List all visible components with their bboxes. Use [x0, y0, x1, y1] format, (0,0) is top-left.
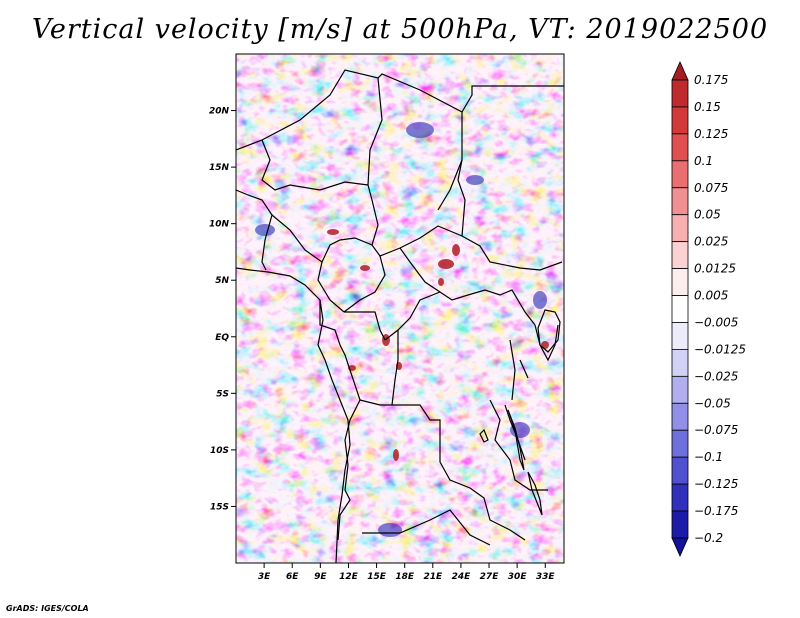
- colorbar-swatch: [671, 402, 689, 431]
- colorbar-label: −0.125: [694, 477, 738, 491]
- lon-tick-label: 15E: [367, 572, 387, 582]
- country-borders: [236, 69, 564, 546]
- colorbar-label: 0.1: [694, 154, 713, 168]
- colorbar-label: 0.005: [694, 289, 728, 303]
- lon-tick-label: 27E: [480, 572, 500, 582]
- colorbar-label: 0.05: [694, 208, 721, 222]
- colorbar: 0.175 0.15 0.125 0.1 0.075 0.05 0.025 0.0125 0.0…: [671, 61, 746, 557]
- colorbar-swatch: [671, 483, 689, 512]
- colorbar-swatch: [671, 510, 689, 539]
- lon-tick-label: 9E: [314, 572, 327, 582]
- grads-credit: GrADS: IGES/COLA: [6, 604, 89, 613]
- colorbar-swatch: [671, 106, 689, 135]
- colorbar-swatch: [671, 160, 689, 189]
- colorbar-swatch: [671, 429, 689, 458]
- colorbar-label: 0.025: [694, 235, 728, 249]
- latitude-axis: 20N 15N 10N 5N EQ 5S 10S 15S: [209, 107, 236, 512]
- lon-tick-label: 30E: [508, 572, 528, 582]
- colorbar-swatch: [671, 79, 689, 108]
- coastline: [236, 267, 351, 563]
- lon-tick-label: 33E: [536, 572, 556, 582]
- colorbar-swatch: [671, 268, 689, 296]
- lat-tick-label: 5N: [215, 276, 229, 286]
- lat-tick-label: 10S: [210, 446, 229, 456]
- colorbar-label: −0.2: [694, 531, 723, 545]
- colorbar-label: 0.15: [694, 100, 721, 114]
- longitude-axis: 3E 6E 9E 12E 15E 18E 21E 24E 27E 30E 33E: [258, 563, 556, 582]
- colorbar-swatch: [671, 295, 689, 323]
- colorbar-label: −0.025: [694, 369, 738, 383]
- colorbar-swatch: [671, 375, 689, 404]
- lat-tick-label: 5S: [216, 389, 229, 399]
- map-frame: [235, 53, 565, 564]
- colorbar-label: −0.175: [694, 504, 738, 518]
- chart-title: Vertical velocity [m/s] at 500hPa, VT: 2…: [31, 14, 769, 45]
- colorbar-swatch: [671, 133, 689, 162]
- colorbar-label: 0.0125: [694, 262, 736, 276]
- colorbar-label: −0.1: [694, 450, 723, 464]
- colorbar-label: −0.05: [694, 396, 731, 410]
- colorbar-swatch: [671, 187, 689, 216]
- colorbar-label: 0.075: [694, 181, 728, 195]
- lon-tick-label: 24E: [452, 572, 472, 582]
- lat-tick-label: EQ: [215, 333, 229, 343]
- lat-tick-label: 15N: [209, 163, 230, 173]
- lon-tick-label: 3E: [258, 572, 271, 582]
- colorbar-swatch: [671, 456, 689, 485]
- colorbar-swatch: [671, 349, 689, 377]
- lon-tick-label: 6E: [286, 572, 299, 582]
- lat-tick-label: 10N: [209, 220, 230, 230]
- vertical-velocity-field: [236, 54, 564, 563]
- lakes: [479, 309, 561, 516]
- colorbar-label: 0.125: [694, 127, 728, 141]
- colorbar-label: −0.005: [694, 315, 738, 329]
- lon-tick-label: 18E: [395, 572, 415, 582]
- lat-tick-label: 15S: [210, 502, 229, 512]
- lat-tick-label: 20N: [209, 107, 230, 117]
- colorbar-bottom-arrow: [671, 537, 689, 557]
- colorbar-swatch: [671, 241, 689, 269]
- lon-tick-label: 12E: [339, 572, 359, 582]
- colorbar-label: −0.075: [694, 423, 738, 437]
- colorbar-top-arrow: [671, 61, 689, 81]
- colorbar-swatch: [671, 322, 689, 350]
- colorbar-label: −0.0125: [694, 342, 746, 356]
- colorbar-swatch: [671, 214, 689, 243]
- colorbar-label: 0.175: [694, 73, 728, 87]
- lon-tick-label: 21E: [423, 572, 443, 582]
